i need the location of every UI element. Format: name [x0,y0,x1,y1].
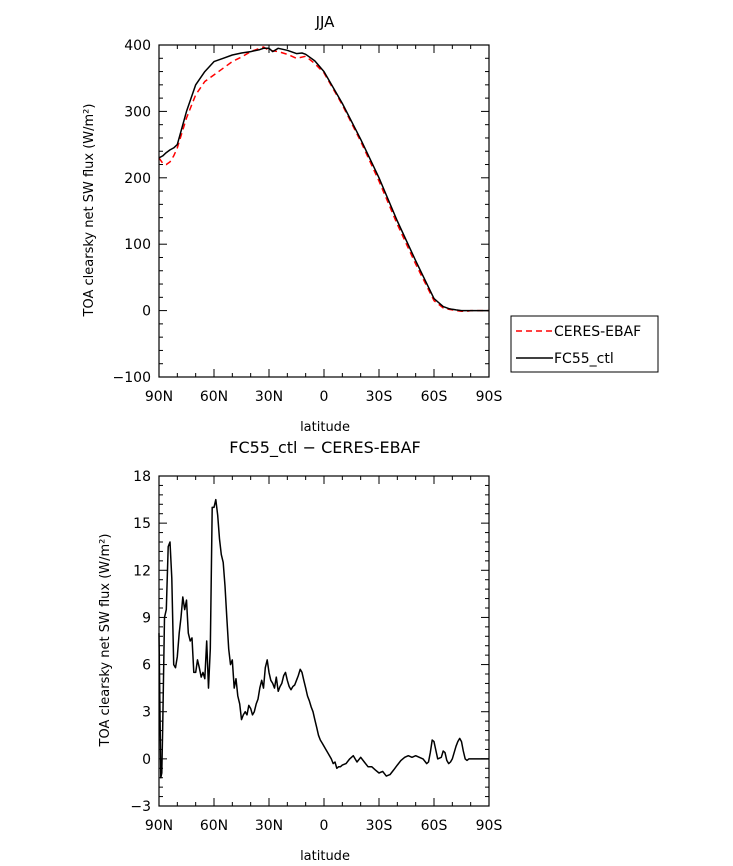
x-tick-label: 60S [421,389,448,405]
y-axis-label: TOA clearsky net SW flux (W/m²) [82,104,97,318]
y-tick-label: 300 [124,104,151,120]
y-tick-label: −3 [130,799,151,815]
y-tick-label: 6 [142,658,151,674]
x-tick-label: 90N [145,818,173,834]
x-ticks: 90N 60N 30N 0 30S 60S 90S [145,476,503,834]
x-tick-label: 60N [200,389,228,405]
series-line-difference [158,498,489,779]
chart-panel-top: JJA TOA clearsky net SW flux (W/m²) lati… [82,13,659,435]
chart-panel-bottom: FC55_ctl − CERES-EBAF TOA clearsky net S… [98,438,502,864]
series-line-ceres-ebaf [158,46,489,313]
y-ticks: −3 0 3 6 9 12 15 18 [130,469,489,815]
series-lines [158,498,489,779]
x-tick-label: 0 [320,389,329,405]
legend: CERES-EBAF FC55_ctl [510,315,659,373]
y-tick-label: 0 [142,304,151,320]
x-tick-label: 0 [320,818,329,834]
y-tick-label: −100 [113,370,151,386]
x-tick-label: 30N [255,818,283,834]
legend-box [510,315,659,373]
legend-label-ceres: CERES-EBAF [554,324,641,340]
y-tick-label: 18 [133,469,151,485]
y-tick-label: 200 [124,171,151,187]
plot-frame [158,44,490,378]
x-tick-label: 90N [145,389,173,405]
y-tick-label: 100 [124,237,151,253]
series-lines [158,46,489,313]
y-axis-label: TOA clearsky net SW flux (W/m²) [98,534,113,748]
chart-title: JJA [315,13,336,31]
x-tick-label: 30S [366,389,393,405]
series-line-fc55-ctl [158,47,489,312]
plot-frame [158,475,490,807]
x-axis-label: latitude [300,849,350,864]
x-tick-label: 60N [200,818,228,834]
y-tick-label: 3 [142,705,151,721]
y-tick-label: 15 [133,516,151,532]
y-ticks: −100 0 100 200 300 400 [113,38,489,386]
y-tick-label: 0 [142,752,151,768]
x-tick-label: 60S [421,818,448,834]
x-tick-label: 30N [255,389,283,405]
chart-title: FC55_ctl − CERES-EBAF [229,438,421,458]
y-tick-label: 12 [133,563,151,579]
x-axis-label: latitude [300,420,350,435]
x-tick-label: 90S [476,818,503,834]
x-tick-label: 30S [366,818,393,834]
x-tick-label: 90S [476,389,503,405]
y-tick-label: 400 [124,38,151,54]
x-ticks: 90N 60N 30N 0 30S 60S 90S [145,45,503,405]
legend-label-fc55: FC55_ctl [554,351,614,367]
y-tick-label: 9 [142,610,151,626]
